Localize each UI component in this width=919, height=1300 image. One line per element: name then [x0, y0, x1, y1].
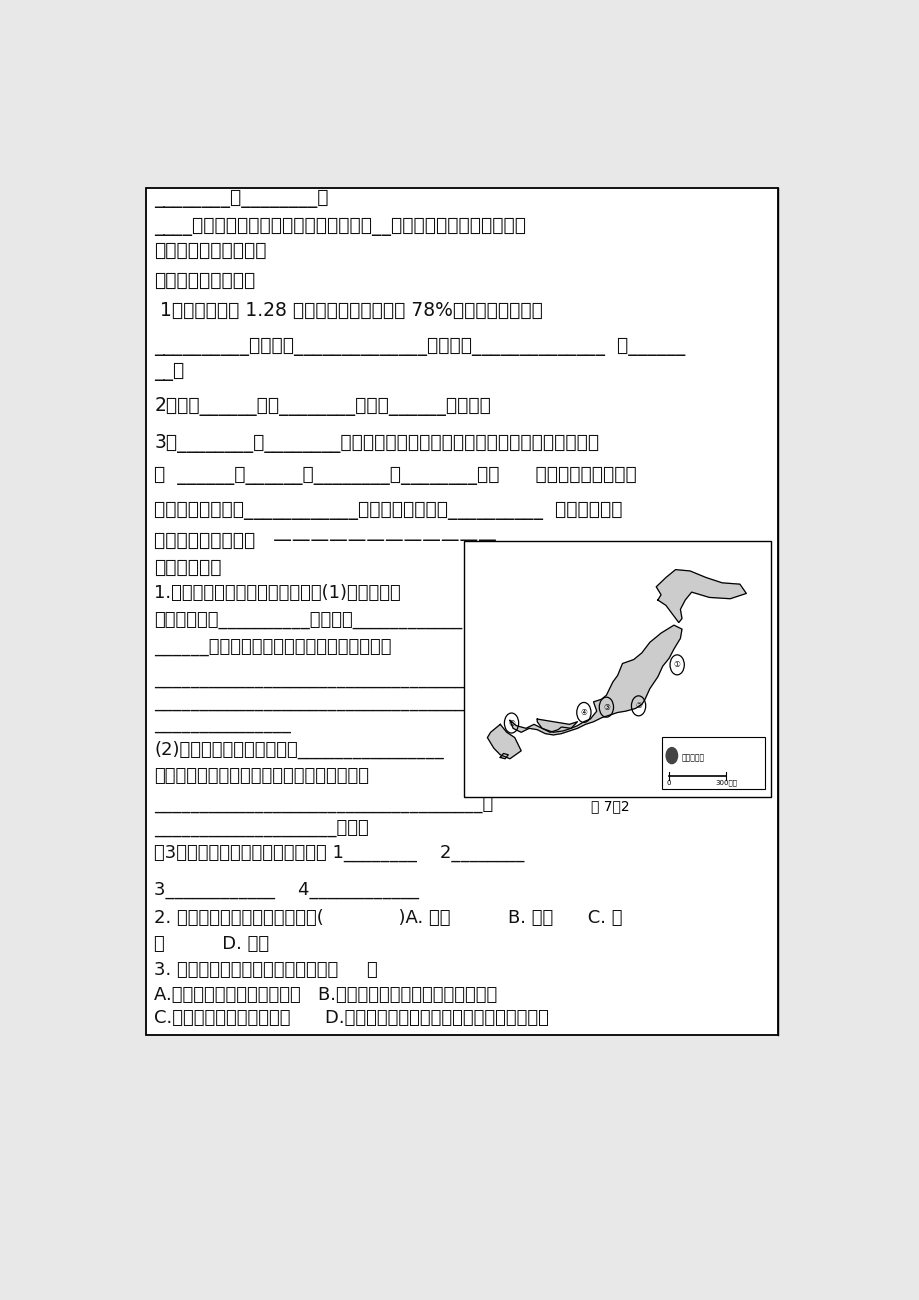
- Text: 3____________    4____________: 3____________ 4____________: [154, 880, 419, 898]
- Text: ________、________、: ________、________、: [154, 188, 328, 208]
- Circle shape: [665, 747, 676, 763]
- Text: ____为日本农业的三大部门，此外，日本__业发达，有著名的北海道渔: ____为日本农业的三大部门，此外，日本__业发达，有著名的北海道渔: [154, 217, 526, 237]
- Text: ②: ②: [634, 701, 641, 710]
- Text: _______________: _______________: [154, 715, 290, 733]
- Text: 《检测训练》: 《检测训练》: [154, 559, 221, 577]
- Text: 城，较大的城市还有   ————————————: 城，较大的城市还有 ————————————: [154, 532, 496, 550]
- Text: 1、日本总人口 1.28 亿，其中城市人口约占 78%。具名绝大部分为: 1、日本总人口 1.28 亿，其中城市人口约占 78%。具名绝大部分为: [154, 302, 542, 320]
- Text: 2、首都______地处________南段，______西北岸。: 2、首都______地处________南段，______西北岸。: [154, 398, 491, 416]
- Text: __________族，通用______________，多信奉______________  和______: __________族，通用______________，多信奉________…: [154, 337, 685, 356]
- Text: ____________________等国。: ____________________等国。: [154, 819, 369, 837]
- Text: ④: ④: [580, 708, 586, 718]
- Text: 炭          D. 铜矿: 炭 D. 铜矿: [154, 935, 269, 953]
- Polygon shape: [509, 625, 681, 734]
- Polygon shape: [655, 569, 745, 623]
- Polygon shape: [487, 724, 520, 759]
- Text: A.国土面积比较小，人口稠密   B.森林覆盖率小，每年大量进口木材: A.国土面积比较小，人口稠密 B.森林覆盖率小，每年大量进口木材: [154, 985, 497, 1004]
- Text: 1.读日本工业分布图，回答问题：(1)日本的工业: 1.读日本工业分布图，回答问题：(1)日本的工业: [154, 585, 401, 602]
- Text: ____________________________________、: ____________________________________、: [154, 794, 493, 812]
- Text: ③: ③: [602, 703, 609, 711]
- Polygon shape: [500, 754, 508, 759]
- Text: 四、人口与主要城市: 四、人口与主要城市: [154, 272, 255, 290]
- Text: 场；交通运输业发达。: 场；交通运输业发达。: [154, 240, 267, 260]
- Text: ⑤: ⑤: [507, 719, 515, 728]
- Polygon shape: [537, 719, 577, 732]
- Text: 文化和交通中心是____________，位于其东北部的__________  为新兴的科学: 文化和交通中心是____________，位于其东北部的__________ 为…: [154, 502, 622, 520]
- Text: 图 7－2: 图 7－2: [591, 800, 630, 814]
- Text: (2)日本所需的石油主要来自________________: (2)日本所需的石油主要来自________________: [154, 740, 444, 759]
- Text: __。: __。: [154, 363, 185, 381]
- Text: 0: 0: [666, 780, 671, 785]
- Text: 2. 日本由西亚地区进口的商品是(             )A. 鐵矿          B. 石油      C. 炼: 2. 日本由西亚地区进口的商品是( )A. 鐵矿 B. 石油 C. 炼: [154, 909, 622, 927]
- Text: 300千米: 300千米: [714, 780, 736, 786]
- Text: 区主要集中在__________洋沿岸和____________: 区主要集中在__________洋沿岸和____________: [154, 611, 462, 629]
- Text: 有  ______、______、________、________等。      日本的经济、政治、: 有 ______、______、________、________等。 日本的经…: [154, 467, 636, 485]
- Text: ①: ①: [673, 660, 680, 670]
- Text: C.水能资源和矿产资源丰富      D.农业生产精耕细作，农作物单位面积产量低: C.水能资源和矿产资源丰富 D.农业生产精耕细作，农作物单位面积产量低: [154, 1009, 549, 1027]
- Text: ________________________________________: ________________________________________: [154, 693, 518, 711]
- Text: 的一些国家和地区，而所需的铁矿石主要来自: 的一些国家和地区，而所需的铁矿石主要来自: [154, 767, 369, 785]
- FancyBboxPatch shape: [661, 737, 765, 789]
- Text: 3. 下列关于日本的叙述，正确的是（     ）: 3. 下列关于日本的叙述，正确的是（ ）: [154, 961, 378, 979]
- Text: ________________________________________: ________________________________________: [154, 670, 518, 688]
- Text: 3、________和________是日本著名古都和文化旅游城市。日本较大的城市还: 3、________和________是日本著名古都和文化旅游城市。日本较大的城…: [154, 434, 598, 454]
- FancyBboxPatch shape: [464, 541, 770, 797]
- Text: （3）写出下列字母所代表的工业区 1________    2________: （3）写出下列字母所代表的工业区 1________ 2________: [154, 844, 524, 862]
- FancyBboxPatch shape: [145, 188, 777, 1035]
- Text: 主要工业区: 主要工业区: [681, 753, 704, 762]
- Text: ______沿岸，形成这种分布特点的原因主要是: ______沿岸，形成这种分布特点的原因主要是: [154, 638, 391, 656]
